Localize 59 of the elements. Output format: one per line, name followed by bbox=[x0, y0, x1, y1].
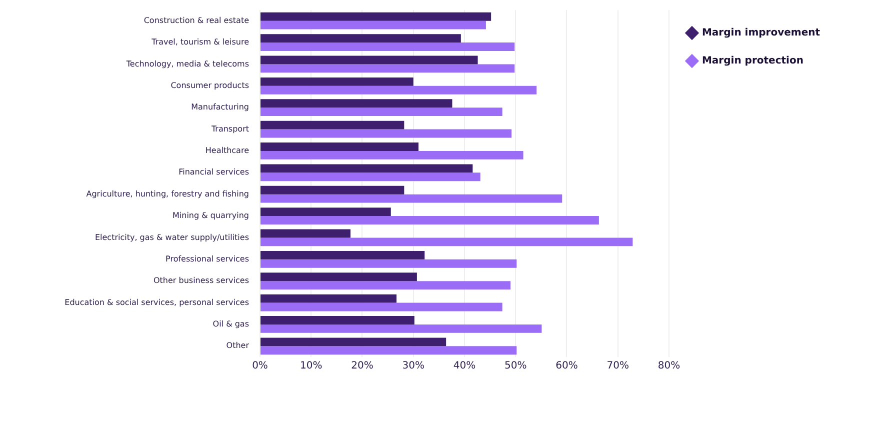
legend-label: Margin protection bbox=[702, 56, 804, 67]
x-tick-label: 30% bbox=[402, 360, 424, 372]
bar bbox=[260, 77, 414, 86]
bar bbox=[260, 20, 486, 30]
y-tick-label: Transport bbox=[210, 124, 249, 134]
bar bbox=[260, 208, 391, 216]
bar bbox=[260, 338, 446, 346]
y-tick-label: Healthcare bbox=[205, 146, 250, 156]
y-tick-label: Professional services bbox=[166, 254, 249, 264]
bar bbox=[260, 34, 461, 43]
x-tick-label: 50% bbox=[504, 360, 527, 372]
x-tick-label: 70% bbox=[606, 360, 629, 372]
bar bbox=[260, 164, 473, 173]
x-tick-label: 0% bbox=[252, 360, 268, 372]
y-tick-label: Electricity, gas & water supply/utilities bbox=[94, 232, 249, 242]
x-tick-label: 40% bbox=[453, 360, 476, 372]
y-tick-label: Education & social services, personal services bbox=[64, 298, 249, 307]
x-tick-label: 10% bbox=[300, 360, 322, 372]
bar bbox=[260, 324, 542, 333]
y-tick-label: Oil & gas bbox=[212, 320, 249, 329]
bar bbox=[260, 302, 502, 312]
bar bbox=[260, 120, 404, 130]
bar bbox=[260, 129, 512, 138]
bar bbox=[260, 56, 478, 64]
bar bbox=[260, 259, 517, 268]
x-tick-label: 20% bbox=[351, 360, 374, 372]
bar bbox=[260, 150, 524, 160]
y-tick-label: Financial services bbox=[178, 168, 249, 177]
y-tick-label: Travel, tourism & leisure bbox=[150, 38, 250, 47]
bar bbox=[260, 142, 418, 151]
bar bbox=[260, 316, 414, 324]
bar bbox=[260, 272, 417, 282]
y-tick-label: Construction & real estate bbox=[144, 16, 250, 25]
bar bbox=[260, 250, 425, 260]
bar bbox=[260, 172, 480, 182]
y-tick-label: Manufacturing bbox=[191, 102, 249, 112]
bar bbox=[260, 346, 517, 355]
y-tick-label: Technology, media & telecoms bbox=[125, 59, 249, 68]
bar bbox=[260, 108, 502, 116]
bar bbox=[260, 216, 599, 224]
x-tick-label: 80% bbox=[658, 360, 680, 372]
y-tick-label: Other business services bbox=[154, 276, 249, 286]
y-tick-label: Mining & quarrying bbox=[172, 211, 249, 220]
y-tick-label: Agriculture, hunting, forestry and fishing bbox=[86, 189, 249, 198]
y-tick-label: Consumer products bbox=[170, 80, 249, 90]
bar bbox=[260, 194, 562, 203]
bar bbox=[260, 42, 515, 51]
bar bbox=[260, 281, 510, 290]
y-tick-label: Other bbox=[226, 341, 250, 350]
bar bbox=[260, 238, 633, 246]
bar bbox=[260, 12, 492, 21]
bar bbox=[260, 99, 452, 108]
legend-label: Margin improvement bbox=[702, 28, 820, 39]
bar bbox=[260, 294, 396, 303]
x-tick-label: 60% bbox=[556, 360, 578, 372]
bar bbox=[260, 186, 404, 194]
bar bbox=[260, 229, 350, 238]
bar bbox=[260, 64, 515, 73]
bar bbox=[260, 86, 537, 94]
